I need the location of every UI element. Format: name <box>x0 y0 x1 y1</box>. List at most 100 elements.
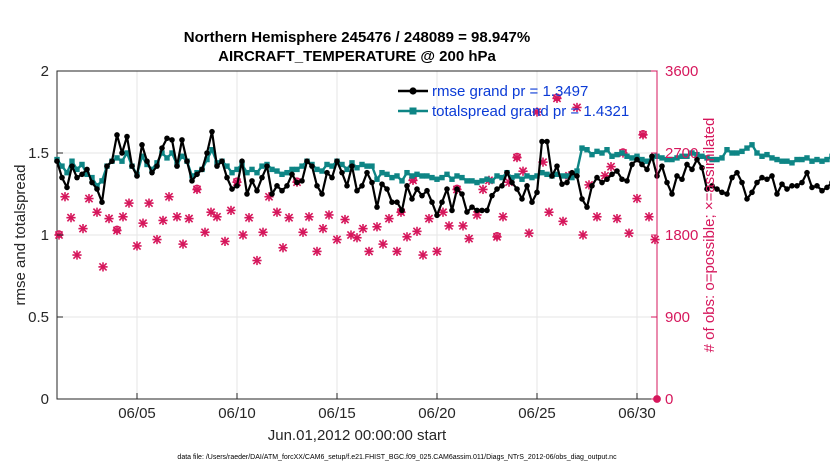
totalspread-point <box>669 156 675 163</box>
obs-assimilated-marker <box>132 241 142 251</box>
rmse-point <box>114 132 120 138</box>
rmse-point <box>529 199 535 205</box>
obs-assimilated-marker <box>424 214 434 224</box>
rmse-point <box>224 174 230 181</box>
rmse-point <box>284 183 290 189</box>
totalspread-point <box>674 155 680 161</box>
rmse-point <box>724 191 730 197</box>
totalspread-point <box>209 147 215 153</box>
totalspread-point <box>299 163 305 169</box>
rmse-point <box>139 142 145 148</box>
obs-assimilated-marker <box>272 207 282 217</box>
totalspread-point <box>789 160 795 166</box>
rmse-point <box>229 186 235 192</box>
totalspread-point <box>179 153 185 159</box>
rmse-point <box>624 178 630 184</box>
legend-spread-label: totalspread grand pr = 1.4321 <box>432 103 629 120</box>
rmse-series <box>54 128 830 219</box>
totalspread-point <box>354 165 360 171</box>
obs-assimilated-marker <box>206 207 216 217</box>
rmse-point <box>449 207 455 214</box>
totalspread-point <box>764 151 770 158</box>
y-tick-label-right: 3600 <box>665 63 698 80</box>
rmse-point <box>644 166 650 173</box>
obs-possible-marker <box>513 152 521 161</box>
totalspread-point <box>579 145 585 151</box>
y-tick-label-right: 1800 <box>665 227 698 244</box>
rmse-point <box>584 204 590 210</box>
rmse-point <box>149 169 155 176</box>
totalspread-point <box>619 150 625 156</box>
totalspread-point <box>804 155 810 161</box>
obs-assimilated-marker <box>592 212 602 222</box>
obs-possible-marker <box>493 232 501 240</box>
y-tick-label-right: 900 <box>665 309 690 326</box>
obs-assimilated-marker <box>278 243 288 253</box>
rmse-point <box>219 158 225 164</box>
rmse-point <box>89 179 95 186</box>
obs-assimilated-marker <box>332 234 342 245</box>
rmse-point <box>564 179 570 186</box>
obs-assimilated-marker <box>378 239 388 249</box>
obs-assimilated-marker <box>558 216 568 226</box>
obs-assimilated-marker <box>200 227 210 237</box>
rmse-point <box>404 183 410 189</box>
totalspread-point <box>279 171 285 178</box>
totalspread-point <box>329 163 335 169</box>
rmse-point <box>669 191 675 197</box>
obs-assimilated-marker <box>578 230 588 240</box>
totalspread-point <box>799 156 805 163</box>
rmse-point <box>339 169 345 176</box>
totalspread-point <box>824 156 830 163</box>
totalspread-point <box>259 163 265 169</box>
rmse-point <box>554 163 560 169</box>
y-axis-right-label: # of obs: o=possible; ×=assimilated <box>701 118 718 353</box>
totalspread-point <box>779 158 785 164</box>
totalspread-point <box>749 142 755 148</box>
rmse-point <box>754 179 760 186</box>
x-tick-label: 06/05 <box>118 405 156 422</box>
rmse-point <box>174 163 180 169</box>
chart-title: Northern Hemisphere 245476 / 248089 = 98… <box>184 29 530 46</box>
obs-assimilated-marker <box>244 213 254 223</box>
rmse-point <box>484 207 490 214</box>
obs-assimilated-marker <box>632 193 642 204</box>
obs-assimilated-marker <box>340 214 350 225</box>
rmse-point <box>594 174 600 181</box>
obs-assimilated-marker <box>624 228 634 238</box>
obs-assimilated-marker <box>298 227 308 237</box>
totalspread-point <box>389 174 395 181</box>
totalspread-point <box>159 150 165 156</box>
rmse-point <box>394 199 400 205</box>
rmse-point <box>779 181 785 187</box>
rmse-point <box>794 183 800 189</box>
rmse-point <box>639 161 645 168</box>
totalspread-point <box>414 171 420 178</box>
totalspread-point <box>809 158 815 164</box>
y-axis-left-label: rmse and totalspread <box>12 165 29 306</box>
x-tick-label: 06/25 <box>518 405 556 422</box>
totalspread-point <box>119 158 125 164</box>
obs-assimilated-marker <box>432 246 442 256</box>
rmse-point <box>309 163 315 169</box>
rmse-point <box>749 189 755 196</box>
rmse-point <box>119 150 125 156</box>
totalspread-point <box>814 156 820 163</box>
rmse-point <box>54 158 60 164</box>
obs-count-series <box>54 93 661 403</box>
rmse-point <box>144 158 150 164</box>
rmse-point <box>789 183 795 189</box>
rmse-point <box>329 174 335 181</box>
rmse-point <box>459 191 465 197</box>
totalspread-point <box>374 176 380 182</box>
rmse-point <box>424 187 430 194</box>
obs-assimilated-marker <box>358 224 368 234</box>
rmse-point <box>469 204 475 210</box>
totalspread-point <box>644 158 650 164</box>
rmse-point <box>784 186 790 192</box>
totalspread-point <box>139 153 145 159</box>
rmse-point <box>474 207 480 214</box>
obs-assimilated-marker <box>572 102 582 113</box>
totalspread-point <box>469 178 475 184</box>
